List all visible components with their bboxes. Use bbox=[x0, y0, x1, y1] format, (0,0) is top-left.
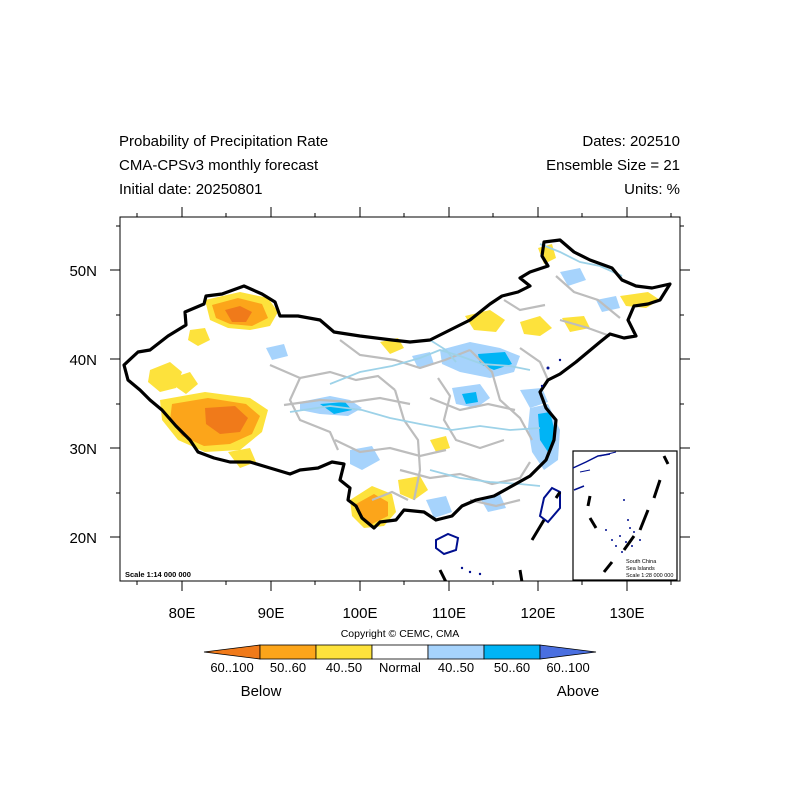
units-label: Units: % bbox=[624, 181, 680, 198]
inset-label-line2: Sea Islands bbox=[626, 566, 655, 572]
china-boundary bbox=[122, 238, 672, 530]
legend-swatch bbox=[259, 644, 317, 660]
legend-label: 50..60 bbox=[494, 660, 530, 675]
lon-label: 80E bbox=[169, 605, 196, 622]
coastal-islands bbox=[460, 358, 562, 576]
lat-label: 40N bbox=[69, 352, 97, 369]
lon-label: 90E bbox=[258, 605, 285, 622]
axis-ticks bbox=[110, 207, 690, 591]
legend-swatch bbox=[315, 644, 373, 660]
legend-swatch bbox=[203, 644, 261, 660]
inset-scale: Scale 1:28 000 000 bbox=[626, 573, 673, 579]
model-subtitle: CMA-CPSv3 monthly forecast bbox=[119, 157, 319, 174]
inset-label-line1: South China bbox=[626, 559, 657, 565]
nine-dash-line bbox=[438, 491, 562, 581]
copyright-text: Copyright © CEMC, CMA bbox=[341, 628, 460, 640]
south-china-sea-inset: South China Sea Islands Scale 1:28 000 0… bbox=[572, 450, 678, 581]
lon-label: 130E bbox=[609, 605, 644, 622]
lon-label: 110E bbox=[432, 605, 466, 622]
rivers bbox=[289, 243, 623, 487]
legend-swatch bbox=[539, 644, 597, 660]
lon-label: 100E bbox=[342, 605, 377, 622]
initial-date: Initial date: 20250801 bbox=[119, 181, 263, 198]
legend-label: Normal bbox=[379, 660, 421, 675]
ensemble-size: Ensemble Size = 21 bbox=[546, 157, 680, 174]
legend-label: 60..100 bbox=[210, 660, 253, 675]
legend-label: 50..60 bbox=[270, 660, 306, 675]
legend-below-label: Below bbox=[241, 683, 282, 700]
map-scale-label: Scale 1:14 000 000 bbox=[125, 570, 191, 579]
legend-label: 40..50 bbox=[438, 660, 474, 675]
hainan-outline bbox=[435, 532, 460, 556]
lon-label: 120E bbox=[520, 605, 555, 622]
lat-label: 50N bbox=[69, 263, 97, 280]
legend-label: 40..50 bbox=[326, 660, 362, 675]
legend-swatch bbox=[427, 644, 485, 660]
latitude-labels: 50N 40N 30N 20N bbox=[69, 263, 97, 547]
legend-label: 60..100 bbox=[546, 660, 589, 675]
longitude-labels: 80E 90E 100E 110E 120E 130E bbox=[169, 605, 645, 622]
forecast-dates: Dates: 202510 bbox=[582, 133, 680, 150]
color-legend: 60..100 50..60 40..50 Normal 40..50 50..60 60.… bbox=[203, 644, 597, 675]
lat-label: 20N bbox=[69, 530, 97, 547]
legend-swatch bbox=[483, 644, 541, 660]
legend-above-label: Above bbox=[557, 683, 600, 700]
legend-swatch bbox=[371, 644, 429, 660]
lat-label: 30N bbox=[69, 441, 97, 458]
map-title: Probability of Precipitation Rate bbox=[119, 133, 329, 150]
